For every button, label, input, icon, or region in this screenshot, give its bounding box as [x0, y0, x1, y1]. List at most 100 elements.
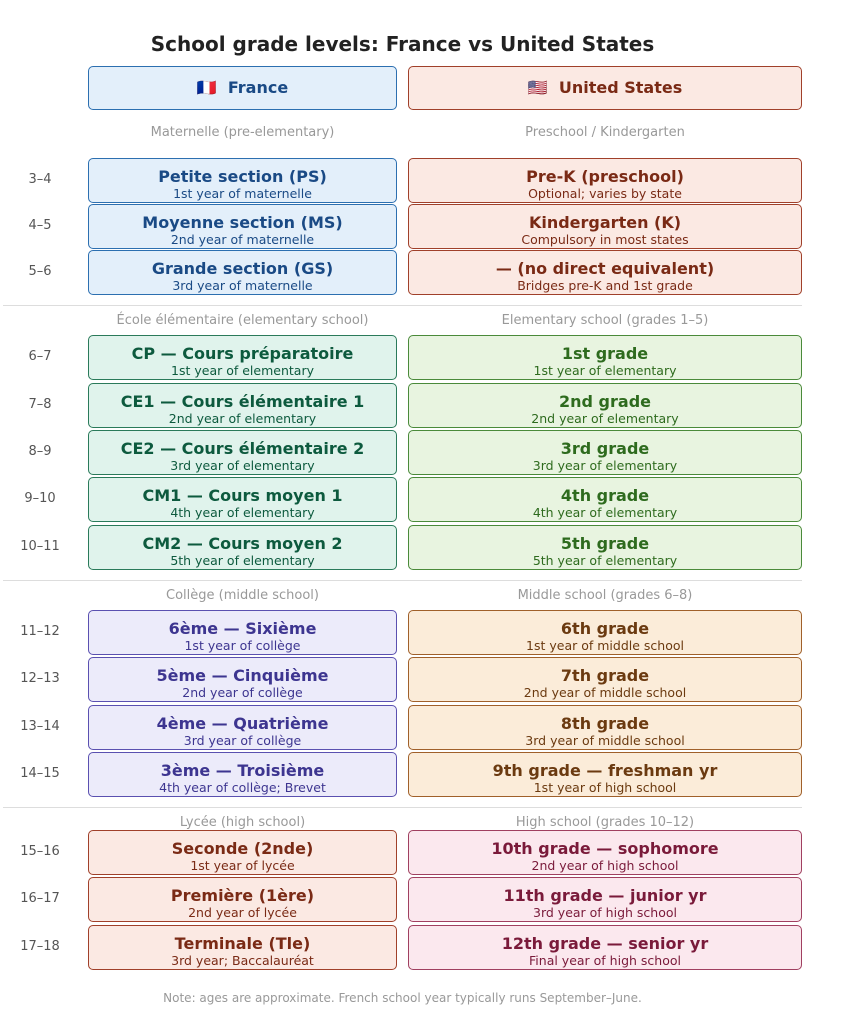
- grade-box: CP — Cours préparatoire 1st year of eleme…: [88, 335, 397, 380]
- grade-subtitle: 5th year of elementary: [170, 553, 315, 568]
- grade-subtitle: 3rd year of elementary: [170, 458, 315, 473]
- grade-box: 8th grade 3rd year of middle school: [408, 705, 802, 750]
- grade-box: 2nd grade 2nd year of elementary: [408, 383, 802, 428]
- grade-box: Terminale (Tle) 3rd year; Baccalauréat: [88, 925, 397, 970]
- age-label: 11–12: [20, 624, 60, 639]
- grade-box: 4ème — Quatrième 3rd year of collège: [88, 705, 397, 750]
- grade-title: 8th grade: [560, 714, 650, 733]
- grade-title: Première (1ère): [170, 886, 315, 905]
- grade-box: 5th grade 5th year of elementary: [408, 525, 802, 570]
- grade-subtitle: 3rd year of elementary: [532, 458, 678, 473]
- grade-title: — (no direct equivalent): [495, 259, 715, 278]
- grade-title: 4ème — Quatrième: [156, 714, 329, 733]
- grade-box: CE2 — Cours élémentaire 2 3rd year of ele…: [88, 430, 397, 475]
- flag: 🇫🇷: [196, 78, 217, 97]
- grade-title: 11th grade — junior yr: [503, 886, 707, 905]
- grade-box: CM1 — Cours moyen 1 4th year of elementar…: [88, 477, 397, 522]
- grade-box: Seconde (2nde) 1st year of lycée: [88, 830, 397, 875]
- grade-title: Moyenne section (MS): [142, 213, 343, 232]
- grade-title: 4th grade: [560, 486, 650, 505]
- grade-subtitle: 1st year of elementary: [533, 363, 677, 378]
- grade-box: 9th grade — freshman yr 1st year of high …: [408, 752, 802, 797]
- grade-title: 12th grade — senior yr: [501, 934, 709, 953]
- grade-box: 11th grade — junior yr 3rd year of high s…: [408, 877, 802, 922]
- section-label: Elementary school (grades 1–5): [501, 313, 709, 328]
- grade-box: Pre-K (preschool) Optional; varies by sta…: [408, 158, 802, 203]
- grade-subtitle: 5th year of elementary: [532, 553, 678, 568]
- divider: [3, 807, 802, 808]
- grade-subtitle: 1st year of middle school: [526, 638, 684, 653]
- grade-subtitle: 1st year of high school: [533, 780, 677, 795]
- grade-title: 3rd grade: [560, 439, 650, 458]
- header-france: 🇫🇷 France: [88, 66, 397, 110]
- grade-title: 1st grade: [561, 344, 649, 363]
- section-label: Collège (middle school): [166, 588, 319, 603]
- note: Note: ages are approximate. French schoo…: [163, 991, 642, 1005]
- age-label: 9–10: [24, 491, 56, 506]
- grade-subtitle: 2nd year of lycée: [188, 905, 297, 920]
- grade-title: Grande section (GS): [151, 259, 334, 278]
- grade-subtitle: 1st year of maternelle: [173, 186, 312, 201]
- grade-subtitle: 1st year of lycée: [190, 858, 295, 873]
- grade-box: 3ème — Troisième 4th year of collège; Bre…: [88, 752, 397, 797]
- grade-subtitle: 2nd year of elementary: [531, 411, 679, 426]
- grade-subtitle: Compulsory in most states: [521, 232, 689, 247]
- grade-subtitle: 4th year of elementary: [170, 505, 315, 520]
- grade-box: — (no direct equivalent) Bridges pre-K an…: [408, 250, 802, 295]
- section-label: Middle school (grades 6–8): [517, 588, 693, 603]
- grade-subtitle: 2nd year of high school: [531, 858, 679, 873]
- age-label: 17–18: [20, 939, 60, 954]
- grade-subtitle: 3rd year of collège: [183, 733, 302, 748]
- grade-subtitle: 4th year of collège; Brevet: [159, 780, 326, 795]
- grade-box: Première (1ère) 2nd year of lycée: [88, 877, 397, 922]
- section-label: Lycée (high school): [179, 815, 306, 830]
- grade-title: Kindergarten (K): [528, 213, 682, 232]
- age-label: 10–11: [20, 539, 60, 554]
- grade-title: 5ème — Cinquième: [156, 666, 329, 685]
- grade-title: Seconde (2nde): [171, 839, 314, 858]
- grade-subtitle: 3rd year; Baccalauréat: [171, 953, 314, 968]
- grade-box: Petite section (PS) 1st year of maternell…: [88, 158, 397, 203]
- age-label: 16–17: [20, 891, 60, 906]
- grade-title: 6th grade: [560, 619, 650, 638]
- grade-subtitle: 2nd year of maternelle: [170, 232, 315, 247]
- age-label: 13–14: [20, 719, 60, 734]
- age-label: 3–4: [28, 172, 52, 187]
- age-label: 7–8: [28, 397, 52, 412]
- grade-box: 1st grade 1st year of elementary: [408, 335, 802, 380]
- header-label: United States: [558, 78, 683, 97]
- grade-title: CM2 — Cours moyen 2: [142, 534, 343, 553]
- grade-subtitle: Final year of high school: [529, 953, 681, 968]
- grade-box: 4th grade 4th year of elementary: [408, 477, 802, 522]
- title: School grade levels: France vs United St…: [150, 32, 655, 56]
- grade-box: 3rd grade 3rd year of elementary: [408, 430, 802, 475]
- grade-title: 7th grade: [560, 666, 650, 685]
- grade-box: Moyenne section (MS) 2nd year of maternel…: [88, 204, 397, 249]
- grade-subtitle: 3rd year of high school: [533, 905, 677, 920]
- grade-box: 5ème — Cinquième 2nd year of collège: [88, 657, 397, 702]
- grade-box: 12th grade — senior yr Final year of high…: [408, 925, 802, 970]
- grade-title: Pre-K (preschool): [526, 167, 684, 186]
- grade-title: 2nd grade: [559, 392, 651, 411]
- age-label: 5–6: [28, 264, 52, 279]
- header-us: 🇺🇸 United States: [408, 66, 802, 110]
- grade-box: 6ème — Sixième 1st year of collège: [88, 610, 397, 655]
- header-label: France: [227, 78, 289, 97]
- grade-title: 5th grade: [560, 534, 650, 553]
- age-label: 15–16: [20, 844, 60, 859]
- grade-title: 9th grade — freshman yr: [492, 761, 718, 780]
- divider: [3, 580, 802, 581]
- grade-title: CP — Cours préparatoire: [131, 344, 354, 363]
- grade-title: 10th grade — sophomore: [491, 839, 719, 858]
- grade-box: CM2 — Cours moyen 2 5th year of elementar…: [88, 525, 397, 570]
- grade-title: 6ème — Sixième: [168, 619, 317, 638]
- grade-title: Terminale (Tle): [174, 934, 311, 953]
- grade-box: 10th grade — sophomore 2nd year of high s…: [408, 830, 802, 875]
- section-label: Preschool / Kindergarten: [525, 125, 685, 140]
- grade-subtitle: Bridges pre-K and 1st grade: [517, 278, 693, 293]
- flag: 🇺🇸: [527, 78, 548, 97]
- section-label: École élémentaire (elementary school): [116, 313, 369, 328]
- grade-title: CM1 — Cours moyen 1: [142, 486, 343, 505]
- grade-box: Grande section (GS) 3rd year of maternell…: [88, 250, 397, 295]
